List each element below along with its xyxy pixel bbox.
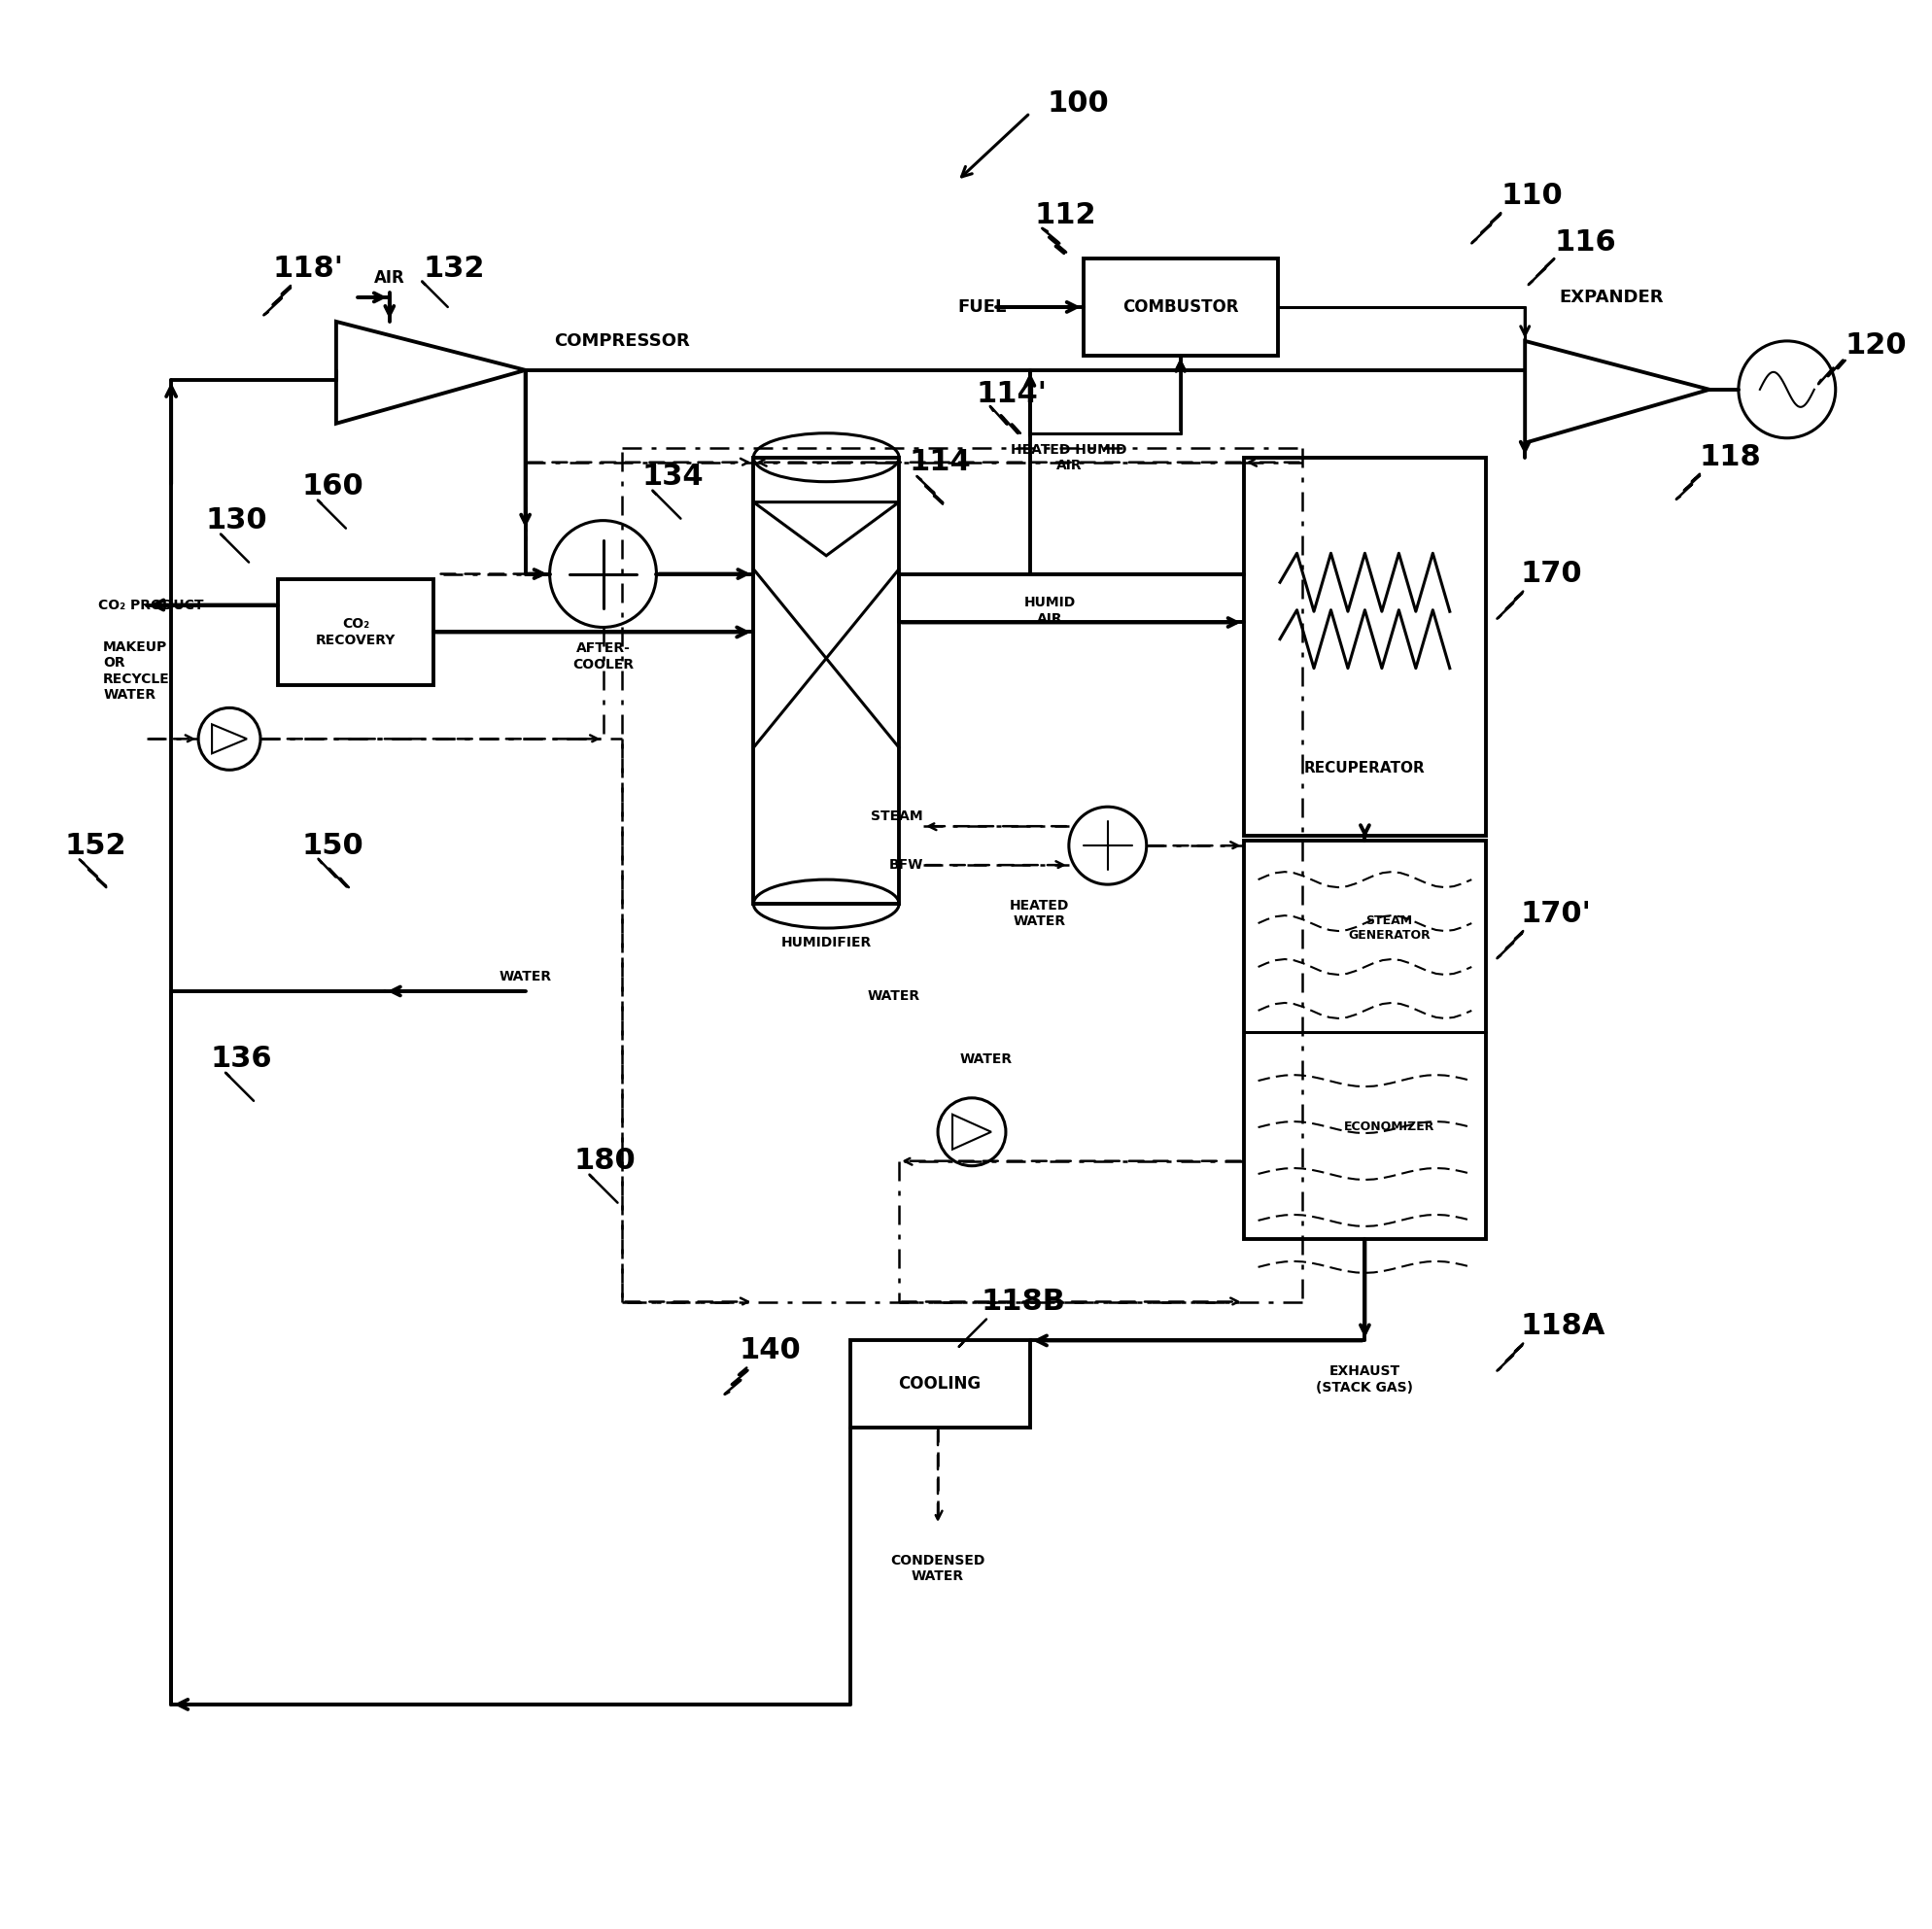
Text: HEATED HUMID
AIR: HEATED HUMID AIR <box>1010 444 1126 473</box>
Text: 100: 100 <box>1047 89 1109 118</box>
Text: HEATED
WATER: HEATED WATER <box>1010 899 1070 928</box>
Text: 134: 134 <box>641 463 703 492</box>
Text: 114': 114' <box>978 380 1047 409</box>
Bar <box>1244 841 1486 1238</box>
Text: BFW: BFW <box>889 858 923 872</box>
Text: WATER: WATER <box>867 990 920 1003</box>
Text: EXPANDER: EXPANDER <box>1559 289 1663 307</box>
Text: 118': 118' <box>272 255 344 282</box>
Text: 170: 170 <box>1520 559 1582 588</box>
Text: 152: 152 <box>64 831 126 860</box>
Text: HUMIDIFIER: HUMIDIFIER <box>781 936 871 949</box>
Text: 150: 150 <box>301 831 363 860</box>
Bar <box>753 457 898 905</box>
Text: 130: 130 <box>205 507 267 534</box>
Text: 180: 180 <box>574 1148 636 1175</box>
Bar <box>850 1341 1030 1427</box>
Text: WATER: WATER <box>960 1053 1012 1067</box>
Text: WATER: WATER <box>498 970 553 984</box>
Bar <box>1244 457 1486 835</box>
Text: 110: 110 <box>1501 181 1563 210</box>
Text: FUEL: FUEL <box>956 299 1007 316</box>
Text: 114: 114 <box>908 448 970 476</box>
Text: COMPRESSOR: COMPRESSOR <box>554 332 690 349</box>
Text: ECONOMIZER: ECONOMIZER <box>1345 1121 1434 1134</box>
Text: COOLING: COOLING <box>898 1375 981 1393</box>
Text: STEAM
GENERATOR: STEAM GENERATOR <box>1349 914 1430 941</box>
Text: 136: 136 <box>211 1046 272 1073</box>
Bar <box>1084 258 1277 355</box>
Text: EXHAUST
(STACK GAS): EXHAUST (STACK GAS) <box>1316 1364 1414 1395</box>
Text: COMBUSTOR: COMBUSTOR <box>1122 299 1238 316</box>
Text: 118B: 118B <box>981 1289 1066 1316</box>
Text: RECUPERATOR: RECUPERATOR <box>1304 760 1426 775</box>
Text: 118A: 118A <box>1520 1312 1605 1341</box>
Text: 112: 112 <box>1036 201 1097 230</box>
Text: 170': 170' <box>1520 899 1590 928</box>
Text: 118: 118 <box>1700 444 1762 471</box>
Text: 140: 140 <box>738 1337 802 1364</box>
Text: CO₂
RECOVERY: CO₂ RECOVERY <box>315 617 396 646</box>
Text: STEAM: STEAM <box>871 810 923 824</box>
Text: 160: 160 <box>301 473 363 502</box>
Text: AFTER-
COOLER: AFTER- COOLER <box>572 642 634 671</box>
Text: CONDENSED
WATER: CONDENSED WATER <box>891 1555 985 1584</box>
Text: MAKEUP
OR
RECYCLE
WATER: MAKEUP OR RECYCLE WATER <box>102 640 170 702</box>
Text: 132: 132 <box>423 255 485 282</box>
Text: HUMID
AIR: HUMID AIR <box>1024 596 1076 625</box>
Text: 120: 120 <box>1845 332 1907 361</box>
Text: CO₂ PRODUCT: CO₂ PRODUCT <box>99 598 205 611</box>
Text: 116: 116 <box>1553 228 1615 257</box>
Text: AIR: AIR <box>375 270 406 287</box>
Bar <box>278 579 433 685</box>
